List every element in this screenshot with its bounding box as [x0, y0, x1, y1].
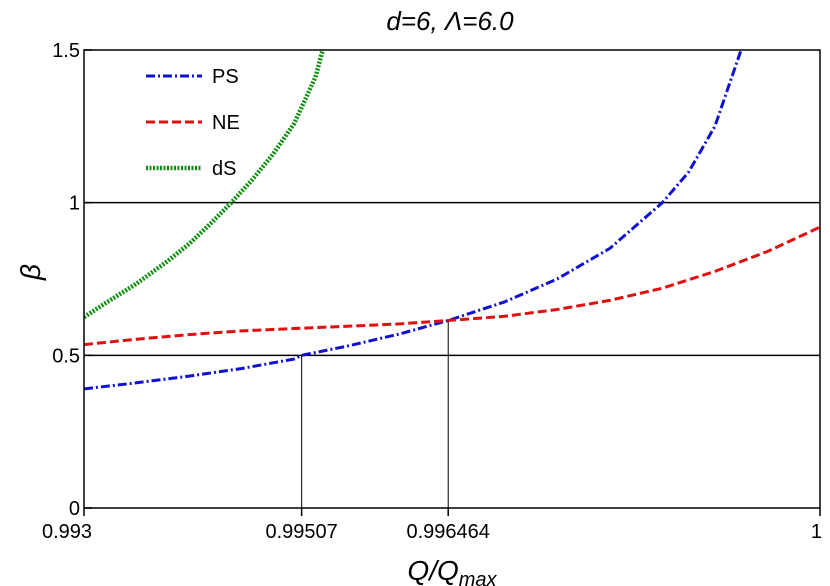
legend-label-ps: PS [212, 66, 239, 88]
x-tick-label: 1 [811, 521, 822, 543]
y-tick-label: 1 [69, 193, 80, 215]
y-axis-label: β [15, 264, 46, 281]
y-tick-label: 0.5 [52, 345, 80, 367]
chart-title: d=6, Λ=6.0 [386, 6, 514, 36]
x-tick-label: 0.993 [42, 521, 92, 543]
x-axis-ticks: 0.993 0.99507 0.996464 1 [42, 508, 822, 543]
vertical-marker-lines [301, 320, 449, 508]
series-line-ne [84, 225, 820, 347]
legend: PS NE dS [146, 66, 240, 180]
y-tick-label: 0 [69, 498, 80, 520]
x-tick-label: 0.99507 [265, 521, 337, 543]
x-axis-label: Q/Qmax [407, 555, 497, 586]
series-line-ps [84, 50, 743, 391]
plot-frame [83, 49, 821, 509]
x-tick-label: 0.996464 [407, 521, 490, 543]
reference-lines [84, 201, 820, 357]
x-axis-label-main: Q/Q [407, 555, 458, 586]
legend-label-ds: dS [212, 158, 236, 180]
y-axis-ticks: 0 0.5 1 1.5 [52, 40, 92, 520]
series-line-ds [84, 50, 325, 320]
y-tick-label: 1.5 [52, 40, 80, 62]
x-axis-label-subscript: max [459, 569, 498, 586]
series-group [84, 50, 820, 391]
legend-label-ne: NE [212, 112, 240, 134]
